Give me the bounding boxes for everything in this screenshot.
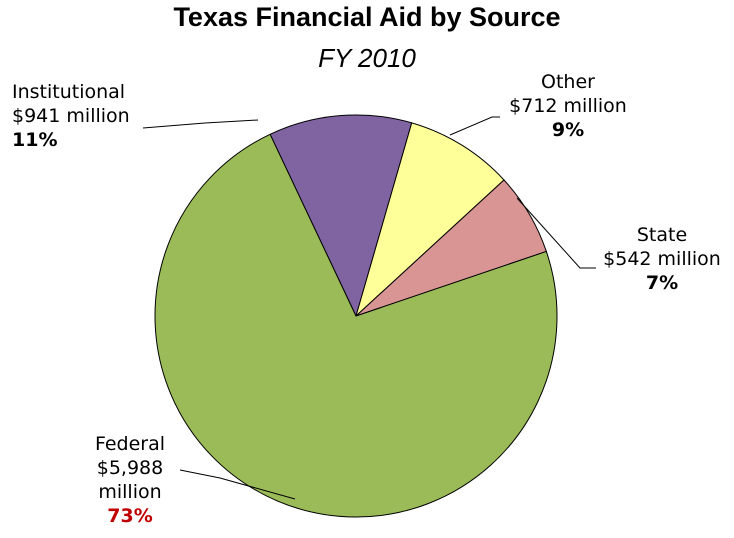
slice-unit-state: million — [657, 248, 721, 270]
leader-lines — [142, 116, 596, 500]
leader-line-state — [516, 197, 596, 269]
slice-amount-federal: $5,988 — [96, 457, 164, 479]
leader-line-institutional — [142, 119, 259, 129]
slice-amount-state: $542 — [603, 248, 652, 270]
slice-label-state: State $542 million 7% — [592, 223, 732, 295]
slice-percent-state: 7% — [645, 272, 679, 294]
leader-line-federal — [179, 469, 296, 500]
pie-slice-other — [355, 122, 505, 318]
slice-name-institutional: Institutional — [12, 81, 126, 103]
slice-unit-other: million — [563, 95, 627, 117]
slice-label-federal: Federal $5,988 million 73% — [70, 432, 190, 528]
slice-amount-other: $712 — [509, 95, 558, 117]
slice-unit-institutional: million — [66, 105, 130, 127]
pie-slices — [154, 114, 558, 518]
leader-line-other — [449, 116, 500, 136]
slice-name-other: Other — [541, 71, 595, 93]
slice-amount-institutional: $941 — [12, 105, 61, 127]
slice-name-federal: Federal — [94, 433, 166, 455]
pie-slice-federal — [154, 133, 558, 518]
slice-label-other: Other $712 million 9% — [498, 70, 638, 142]
chart-subtitle: FY 2010 — [318, 43, 416, 73]
slice-unit-federal: million — [98, 481, 162, 503]
slice-percent-other: 9% — [551, 119, 585, 141]
pie-slice-institutional — [269, 114, 413, 318]
slice-name-state: State — [636, 224, 688, 246]
slice-label-institutional: Institutional $941 million 11% — [12, 80, 130, 152]
slice-percent-federal: 73% — [107, 505, 153, 527]
slice-percent-institutional: 11% — [12, 129, 58, 151]
chart-title: Texas Financial Aid by Source — [173, 2, 561, 32]
